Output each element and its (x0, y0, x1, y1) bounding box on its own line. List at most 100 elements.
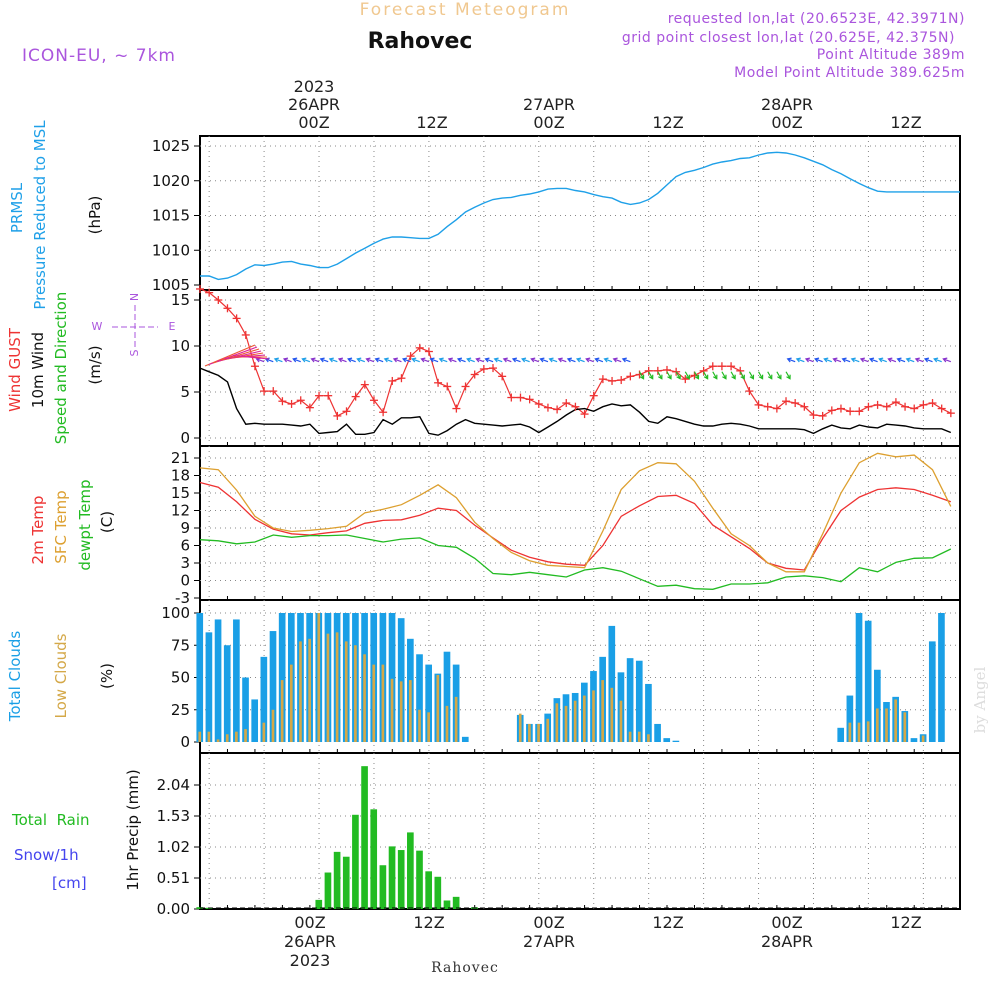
arrow-head (923, 357, 930, 363)
gust-marker (269, 387, 278, 396)
y-tick-label: 25 (171, 701, 190, 719)
total-cloud-bar (416, 654, 423, 742)
arrow-shaft (375, 358, 384, 363)
arrow-shaft (824, 358, 833, 363)
model-altitude: Model Point Altitude 389.625m (734, 65, 965, 81)
low-cloud-bar (564, 705, 568, 742)
low-cloud-bar (436, 674, 440, 742)
arrow-head (575, 357, 582, 363)
prmsl-label: PRMSL (8, 182, 26, 233)
arrow-shaft (703, 371, 709, 379)
top-hour-label: 00Z (771, 113, 802, 132)
y-tick-label: 6 (180, 537, 190, 555)
arrow-shaft (739, 371, 745, 379)
total-cloud-bar (223, 645, 231, 742)
arrow-shaft (576, 358, 585, 363)
arrow-shaft (785, 371, 791, 379)
arrow-head (868, 357, 875, 363)
wind-direction-arrow (301, 357, 311, 363)
wind-line (199, 367, 952, 436)
arrow-shaft (622, 358, 631, 363)
wind-direction-arrow (933, 357, 942, 363)
wind-direction-arrow (859, 357, 869, 363)
arrow-head (539, 357, 545, 363)
wind-direction-arrow (878, 357, 887, 363)
arrow-shaft (485, 358, 494, 363)
gust-marker (873, 400, 882, 409)
wind-direction-arrow (730, 371, 736, 380)
arrow-head (603, 357, 609, 363)
arrow-head (749, 374, 755, 380)
gust-marker (827, 406, 836, 415)
wind-direction-arrow (657, 371, 663, 380)
total-cloud-bar (654, 723, 661, 742)
low-cloud-bar (619, 700, 623, 742)
gust-marker (763, 402, 772, 411)
arrow-shaft (357, 358, 366, 363)
top-hour-label: 00Z (298, 113, 329, 132)
gust-marker (717, 362, 726, 371)
wind-10m-label: 10m Wind (29, 332, 47, 408)
total-cloud-bar (855, 613, 863, 742)
wind-direction-arrow (721, 371, 727, 380)
pressure-line (200, 151, 960, 281)
wind-direction-arrow (420, 357, 430, 363)
wind-direction-arrow (456, 357, 466, 363)
panel-frame (199, 289, 961, 447)
low-cloud-bar (857, 722, 861, 742)
wind-direction-arrow (612, 357, 622, 363)
arrow-head (767, 374, 773, 380)
gust-marker (342, 407, 351, 416)
gust-marker (232, 314, 241, 323)
arrow-head (740, 374, 745, 380)
low-cloud-bar (289, 664, 293, 742)
gust-marker (919, 400, 928, 409)
total-cloud-bar (635, 660, 643, 742)
arrow-shaft (512, 358, 521, 363)
arrow-shaft (595, 358, 604, 363)
arrow-shaft (421, 358, 430, 363)
total-cloud-bar (837, 727, 845, 742)
low-cloud-bar (299, 641, 302, 742)
gust-marker (388, 376, 397, 385)
arrow-head (365, 357, 371, 363)
low-cloud-bar (546, 718, 550, 742)
total-cloud-bar (663, 738, 671, 742)
arrow-shaft (748, 371, 754, 379)
arrow-head (530, 357, 536, 363)
arrow-head (411, 357, 417, 363)
arrow-shaft (402, 358, 411, 363)
wind-direction-arrow (887, 357, 897, 363)
total-cloud-bar (425, 664, 432, 742)
rain-bar (370, 809, 378, 909)
wind-direction-arrow (594, 357, 604, 363)
low-cloud-bar (354, 645, 357, 742)
gust-marker (461, 382, 470, 391)
arrow-head (475, 357, 481, 363)
top-hour-label: 00Z (533, 113, 564, 132)
low-cloud-bar (573, 700, 577, 742)
total-cloud-bar (443, 651, 451, 742)
gust-marker (928, 399, 937, 408)
dewpt-label: dewpt Temp (76, 479, 94, 570)
rain-bar (443, 900, 451, 909)
arrow-shaft (851, 358, 860, 363)
arrow-head (896, 357, 902, 363)
gust-marker (653, 366, 662, 375)
rain-bar (452, 896, 460, 909)
arrow-shaft (657, 371, 663, 379)
gust-marker (708, 362, 717, 371)
gust-marker (205, 288, 214, 297)
wind-direction-arrow (914, 357, 924, 363)
arrow-shaft (869, 358, 878, 363)
gust-marker (791, 399, 800, 408)
wind-direction-arrow (575, 357, 585, 363)
low-cloud-bar (335, 632, 339, 742)
arrow-head (685, 374, 690, 380)
rain-bar (196, 907, 204, 909)
arrow-shaft (924, 358, 933, 363)
gust-marker (196, 284, 204, 293)
arrow-shaft (684, 371, 690, 379)
gust-marker (507, 393, 516, 402)
gust-marker (608, 376, 617, 385)
